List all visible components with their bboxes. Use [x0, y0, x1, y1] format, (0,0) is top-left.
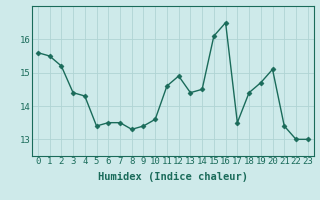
X-axis label: Humidex (Indice chaleur): Humidex (Indice chaleur) — [98, 172, 248, 182]
